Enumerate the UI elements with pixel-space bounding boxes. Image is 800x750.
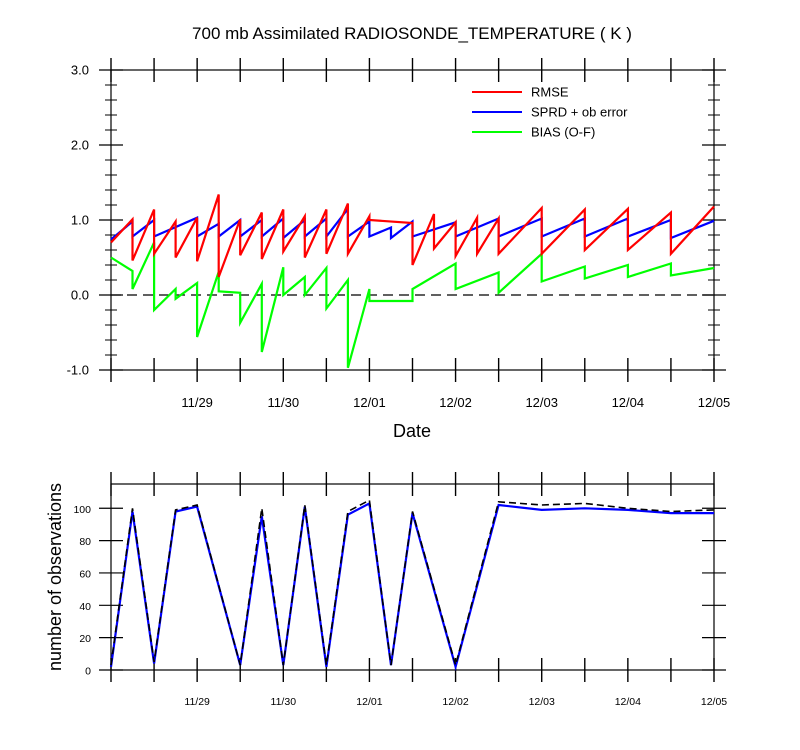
top-y-tick-label: 0.0	[71, 288, 89, 303]
top-x-tick-label: 11/29	[181, 395, 213, 410]
top-series-rmse	[110, 194, 715, 278]
bottom-panel: 11/29 11/30 12/01 12/02 12/03 12/04 12/05 0 20 40…	[45, 472, 727, 708]
bottom-x-tick-label: 12/03	[529, 696, 555, 708]
bottom-x-tick-label: 11/30	[271, 696, 297, 708]
bottom-y-axis-title: number of observations	[45, 483, 65, 671]
top-y-tick-label: 1.0	[71, 213, 89, 228]
bottom-y-tick-label: 100	[73, 504, 91, 516]
bottom-y-tick-label: 20	[79, 633, 91, 645]
top-series-bias-o-f	[110, 242, 715, 369]
bottom-y-tick-label: 80	[79, 536, 91, 548]
top-x-tick-label: 12/03	[525, 395, 558, 410]
legend-label-sprd-ob-error: SPRD + ob error	[531, 105, 628, 120]
chart-title: 700 mb Assimilated RADIOSONDE_TEMPERATUR…	[192, 24, 632, 43]
bottom-x-tick-label: 12/01	[356, 696, 382, 708]
bottom-x-tick-label: 12/04	[615, 696, 641, 708]
bottom-y-tick-label: 0	[85, 666, 91, 678]
legend-label-rmse: RMSE	[531, 85, 569, 100]
bottom-y-tick-label: 40	[79, 601, 91, 613]
top-x-axis-title: Date	[393, 421, 431, 441]
legend-label-bias-o-f: BIAS (O-F)	[531, 125, 595, 140]
bottom-series-possible-observations	[110, 498, 715, 669]
bottom-x-tick-label: 12/05	[701, 696, 727, 708]
top-x-tick-label: 12/05	[698, 395, 731, 410]
top-y-tick-label: -1.0	[67, 363, 89, 378]
top-x-tick-label: 12/04	[612, 395, 645, 410]
top-x-tick-label: 11/30	[267, 395, 299, 410]
top-y-tick-label: 2.0	[71, 138, 89, 153]
top-x-tick-label: 12/01	[353, 395, 386, 410]
bottom-y-tick-label: 60	[79, 568, 91, 580]
bottom-x-tick-label: 12/02	[442, 696, 468, 708]
bottom-x-tick-label: 11/29	[184, 696, 210, 708]
top-x-tick-label: 12/02	[439, 395, 472, 410]
top-panel: 11/29 11/30 12/01 12/02 12/03 12/04 12/05 -1.0 0…	[67, 58, 731, 441]
top-y-tick-label: 3.0	[71, 63, 89, 78]
